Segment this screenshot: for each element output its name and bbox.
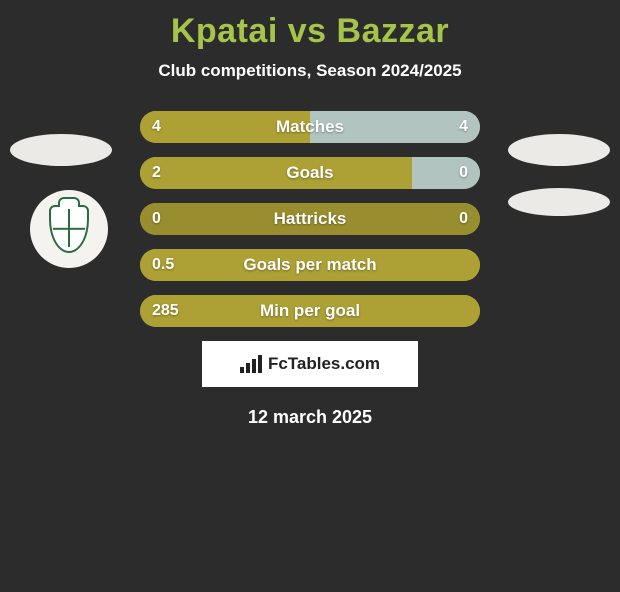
bar-label: Goals per match xyxy=(140,249,480,281)
bar-label: Hattricks xyxy=(140,203,480,235)
bar-row: 00Hattricks xyxy=(140,203,480,235)
bar-label: Min per goal xyxy=(140,295,480,327)
bar-row: 0.5Goals per match xyxy=(140,249,480,281)
title-player2: Bazzar xyxy=(337,12,450,50)
club-logo-left-2 xyxy=(30,190,108,268)
subtitle: Club competitions, Season 2024/2025 xyxy=(0,61,620,81)
chart-icon xyxy=(240,355,262,373)
club-logo-right-2 xyxy=(508,188,610,216)
bar-row: 285Min per goal xyxy=(140,295,480,327)
club-logo-left-1 xyxy=(10,134,112,166)
bar-label: Matches xyxy=(140,111,480,143)
watermark-text: FcTables.com xyxy=(268,354,380,374)
bar-label: Goals xyxy=(140,157,480,189)
watermark: FcTables.com xyxy=(202,341,418,387)
bar-row: 20Goals xyxy=(140,157,480,189)
comparison-chart: 44Matches 20Goals 00Hattricks 0.5Goals per … xyxy=(140,111,480,327)
page-title: Kpatai vs Bazzar xyxy=(0,12,620,51)
title-player1: Kpatai xyxy=(171,12,278,50)
date-label: 12 march 2025 xyxy=(0,407,620,428)
bar-row: 44Matches xyxy=(140,111,480,143)
club-logo-right-1 xyxy=(508,134,610,166)
title-vs: vs xyxy=(288,12,327,50)
shield-icon xyxy=(49,205,89,253)
